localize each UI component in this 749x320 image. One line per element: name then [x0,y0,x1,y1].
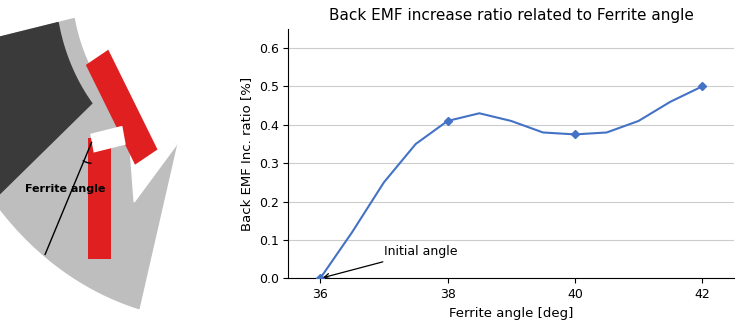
Y-axis label: Back EMF Inc. ratio [%]: Back EMF Inc. ratio [%] [240,76,253,231]
Polygon shape [0,19,177,308]
Title: Back EMF increase ratio related to Ferrite angle: Back EMF increase ratio related to Ferri… [329,8,694,23]
Polygon shape [86,50,157,165]
Polygon shape [127,117,177,202]
Polygon shape [0,23,92,200]
Polygon shape [88,138,112,259]
X-axis label: Ferrite angle [deg]: Ferrite angle [deg] [449,307,574,320]
Polygon shape [90,126,126,153]
Text: Ferrite angle: Ferrite angle [25,184,105,194]
Text: Initial angle: Initial angle [324,245,458,278]
